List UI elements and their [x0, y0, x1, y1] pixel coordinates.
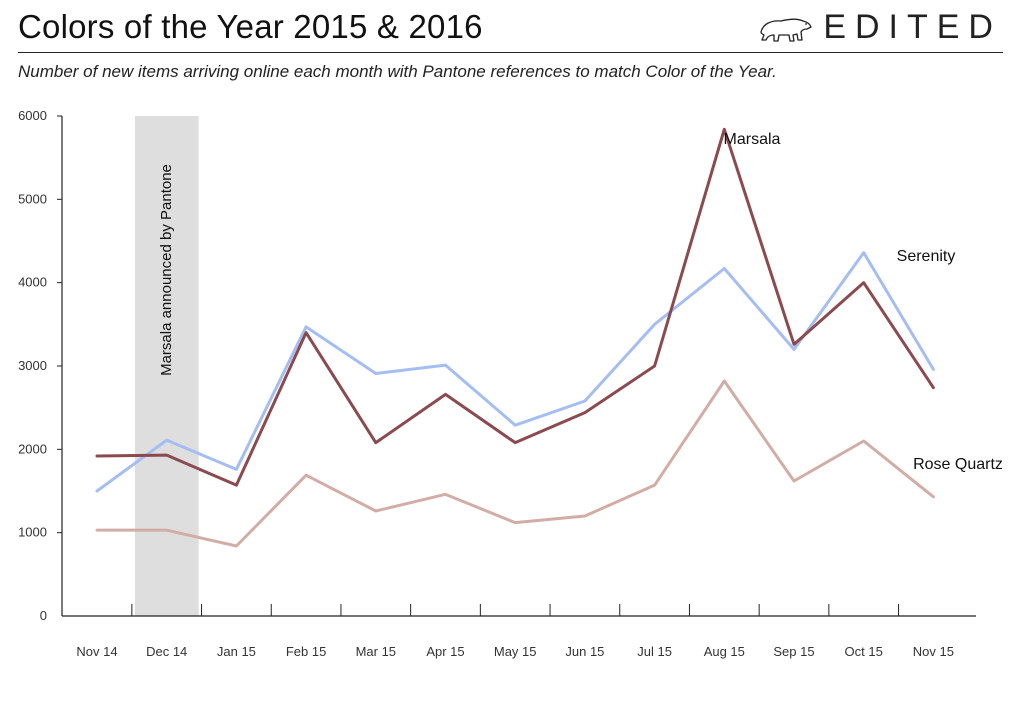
x-tick-label: Jan 15	[217, 644, 256, 659]
series-line-rose-quartz	[95, 379, 935, 548]
series-line-marsala	[95, 127, 935, 487]
brand-logo: EDITED	[757, 8, 1002, 47]
brand-name: EDITED	[823, 8, 1002, 46]
y-tick-label: 5000	[18, 191, 47, 206]
series-label-rose-quartz: Rose Quartz	[913, 456, 1003, 473]
chart-subtitle: Number of new items arriving online each…	[18, 62, 777, 81]
x-tick-label: Sep 15	[773, 644, 814, 659]
chart-title: Colors of the Year 2015 & 2016	[18, 8, 483, 45]
x-tick-label: Feb 15	[286, 644, 326, 659]
x-tick-label: Apr 15	[426, 644, 464, 659]
title-divider	[18, 52, 1003, 53]
x-tick-label: Nov 15	[913, 644, 954, 659]
x-tick-label: Jul 15	[637, 644, 672, 659]
y-tick-label: 4000	[18, 275, 47, 290]
polar-bear-icon	[760, 17, 812, 42]
y-tick-label: 6000	[18, 108, 47, 123]
x-tick-label: Nov 14	[76, 644, 117, 659]
y-tick-label: 1000	[18, 525, 47, 540]
x-tick-label: Oct 15	[845, 644, 883, 659]
x-tick-label: Mar 15	[356, 644, 396, 659]
y-tick-label: 2000	[18, 441, 47, 456]
y-tick-label: 3000	[18, 358, 47, 373]
x-tick-label: Jun 15	[565, 644, 604, 659]
x-tick-label: Dec 14	[146, 644, 187, 659]
series-label-serenity: Serenity	[897, 248, 956, 265]
annotation-label: Marsala announced by Pantone	[158, 164, 175, 376]
x-tick-label: May 15	[494, 644, 537, 659]
series-line-serenity	[95, 251, 935, 493]
y-tick-label: 0	[40, 608, 47, 623]
x-tick-label: Aug 15	[704, 644, 745, 659]
annotation-band	[135, 116, 199, 616]
series-label-marsala: Marsala	[724, 131, 781, 148]
